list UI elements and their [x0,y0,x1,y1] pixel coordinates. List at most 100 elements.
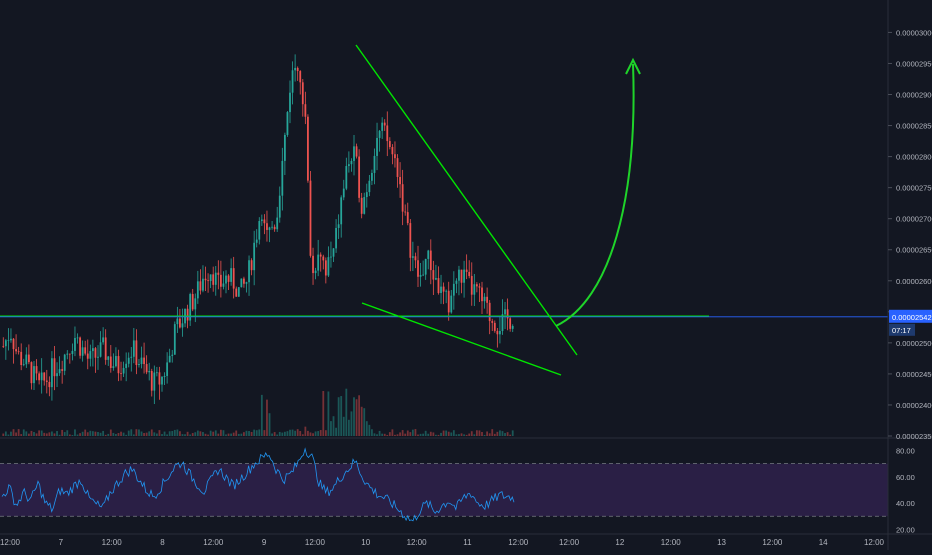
volume-bar [314,431,317,436]
countdown-label: 07:17 [892,326,911,335]
volume-bar [155,433,158,436]
candle-body [250,260,253,271]
volume-bar [447,431,450,436]
candle-body [266,223,268,230]
time-tick-label: 12:00 [407,538,428,547]
volume-bar [373,433,376,436]
candle-body [491,321,494,323]
volume-bar [35,433,38,436]
volume-bar [207,434,209,436]
candle-body [347,164,350,167]
candle-body [291,70,294,93]
volume-bar [501,431,504,436]
candle-body [419,274,422,277]
candle-layer[interactable] [2,54,514,405]
volume-bar [460,433,463,436]
volume-bar [268,413,271,436]
candle-body [222,283,225,287]
price-tick-label: 0.00002900 [896,91,932,100]
volume-bar [388,432,391,436]
volume-bar [296,429,299,436]
candle-body [263,219,266,224]
volume-bar [386,434,389,436]
candle-body [56,373,58,377]
volume-bar [112,432,115,436]
volume-bar [355,399,358,436]
volume-bar [20,434,23,436]
projection-arrow[interactable] [555,63,635,327]
volume-bar [455,434,458,436]
candle-body [230,268,233,282]
price-tick-label: 0.00002600 [896,277,932,286]
volume-bar [286,431,289,436]
volume-bar [289,429,291,436]
candle-body [506,309,509,319]
volume-bar [427,433,430,436]
volume-bar [419,433,422,436]
candle-body [322,256,325,261]
volume-bar [222,430,225,436]
time-tick-label: 12:00 [508,538,529,547]
candle-body [278,195,281,218]
candle-body [176,318,179,325]
volume-bar [243,432,245,436]
candle-body [150,371,153,391]
volume-bar [161,434,163,436]
candle-body [130,356,133,358]
candle-body [440,286,442,294]
candle-body [71,350,74,354]
volume-bar [488,433,491,436]
volume-bar [179,431,181,436]
candle-body [312,255,314,274]
volume-bar [94,431,97,436]
volume-bar [309,432,312,436]
volume-bar [15,432,17,436]
candle-body [166,362,169,376]
rsi-band-fill [0,463,888,517]
candle-body [2,345,5,347]
volume-bar [4,431,7,436]
volume-bar [399,432,401,436]
candle-body [148,371,151,373]
candle-body [76,337,79,339]
volume-bar [140,431,143,436]
candle-body [360,197,363,214]
volume-bar [43,432,46,436]
candle-body [281,160,284,196]
volume-bar [473,434,476,436]
volume-bar [163,431,166,436]
candle-body [473,284,476,295]
volume-bar [219,429,222,436]
volume-bar [76,434,79,436]
candle-body [488,302,491,322]
volume-bar [470,431,473,436]
rsi-tick-label: 80.00 [896,447,915,456]
volume-bar [63,432,66,436]
time-tick-label: 12:00 [864,538,885,547]
lower-trendline[interactable] [361,302,562,376]
volume-bar [365,421,368,436]
candle-body [214,272,217,285]
volume-bar [337,397,340,436]
volume-bar [245,430,248,436]
volume-bar [38,430,41,436]
candle-body [186,308,189,321]
time-tick-label: 12 [615,538,624,547]
price-tick-label: 0.00002950 [896,59,932,68]
volume-bar [45,433,48,436]
candle-body [153,372,156,391]
candle-body [15,349,17,352]
candle-body [342,188,345,198]
volume-bar [171,430,174,436]
volume-bar [253,429,256,436]
countdown-badge [889,323,915,336]
rsi-tick-label: 20.00 [896,525,915,534]
upper-trendline[interactable] [355,44,578,356]
volume-bar [317,431,320,436]
volume-bar [225,434,227,436]
price-tick-label: 0.00002400 [896,401,932,410]
drawing-layer[interactable] [0,44,888,376]
volume-bar [209,430,212,436]
